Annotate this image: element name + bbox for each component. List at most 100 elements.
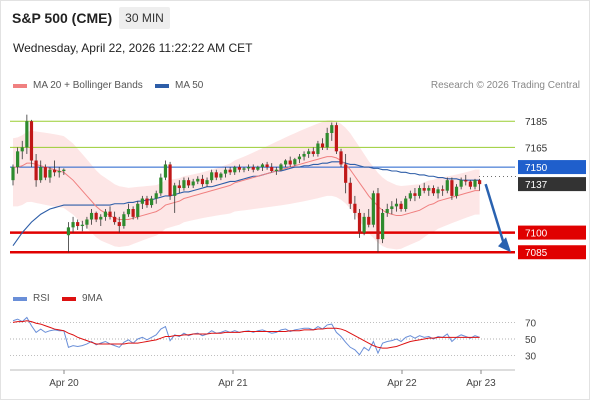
candle-body (43, 167, 47, 178)
rsi-tick-label: 50 (525, 335, 537, 346)
candle-body (376, 193, 380, 240)
candle-body (39, 167, 43, 181)
candle-body (454, 186, 459, 196)
candle-body (404, 198, 408, 209)
legend-ma9-label: 9MA (82, 293, 103, 304)
candle-body (362, 216, 366, 233)
last-price-box (518, 177, 586, 192)
candle-body (108, 211, 112, 217)
candle-body (417, 188, 422, 196)
candle-body (16, 151, 20, 168)
x-tick-label: Apr 21 (218, 378, 248, 389)
ma50-line (12, 161, 480, 247)
support-label-box (518, 245, 586, 260)
candle-body (71, 222, 75, 228)
candle-body (168, 164, 172, 196)
x-axis: Apr 20 Apr 21 Apr 22 Apr 23 (10, 369, 515, 389)
candle-body (390, 206, 394, 209)
candle-body (154, 193, 158, 199)
rsi-tick-label: 30 (525, 352, 537, 363)
candle-body (385, 209, 389, 213)
projection-arrow (484, 183, 511, 253)
candle-body (464, 180, 468, 182)
candle-body (459, 180, 463, 187)
support-label: 7100 (525, 229, 548, 240)
candle-body (89, 212, 94, 220)
candlesticks (11, 114, 482, 253)
key-levels: 7185 7165 7150 7100 7085 7137 (10, 117, 586, 260)
candle-body (288, 160, 292, 165)
candle-body (293, 159, 297, 165)
candle-body (311, 151, 315, 154)
pivot-label: 7150 (525, 163, 548, 174)
candle-body (242, 168, 246, 170)
candle-body (473, 180, 477, 187)
candle-body (237, 167, 241, 170)
support-label-box (518, 225, 586, 240)
candle-body (205, 180, 209, 185)
candle-body (371, 193, 375, 225)
x-tick-label: Apr 20 (49, 378, 79, 389)
candle-body (159, 177, 163, 194)
x-tick-label: Apr 22 (387, 378, 417, 389)
candle-body (80, 224, 84, 227)
last-price-label: 7137 (525, 180, 548, 191)
candle-body (316, 143, 320, 154)
candle-body (34, 160, 38, 181)
candle-body (113, 216, 117, 223)
candle-body (399, 203, 403, 209)
rsi-swatch (13, 296, 27, 301)
candle-body (210, 172, 214, 181)
bollinger-bands (13, 120, 480, 250)
ma9-swatch (62, 296, 76, 301)
candle-body (297, 156, 302, 160)
candle-body (265, 164, 269, 168)
resistance-label: 7165 (525, 143, 548, 154)
candle-body (131, 209, 135, 217)
candle-body (85, 219, 89, 225)
legend-ma50: MA 50 (155, 80, 203, 91)
rsi-line (12, 316, 480, 356)
candle-body (339, 151, 343, 165)
rsi-panel: 70 50 30 (10, 316, 537, 363)
candle-body (186, 180, 191, 186)
candle-body (177, 185, 181, 189)
candle-body (66, 227, 71, 236)
candle-body (468, 181, 472, 187)
candle-body (260, 164, 265, 168)
candle-body (214, 172, 218, 178)
candle-body (62, 169, 66, 171)
candle-body (99, 216, 103, 220)
candle-body (274, 169, 278, 171)
candle-body (182, 180, 186, 189)
candle-body (431, 188, 436, 194)
candle-body (228, 169, 232, 173)
ma20-line (13, 156, 480, 220)
candle-body (219, 173, 223, 178)
candle-body (357, 212, 362, 233)
candle-body (394, 203, 399, 207)
support-label: 7085 (525, 248, 548, 259)
candle-body (11, 167, 15, 181)
candle-body (163, 164, 168, 178)
candle-body (126, 209, 131, 215)
candle-body (136, 203, 140, 217)
legend-ma50-label: MA 50 (175, 80, 204, 91)
projection-arrow-shaft (484, 183, 506, 245)
candle-body (302, 153, 306, 157)
resistance-label: 7185 (525, 117, 548, 128)
legend-ma20: MA 20 + Bollinger Bands (13, 80, 143, 91)
candle-body (367, 216, 371, 225)
candle-body (173, 185, 177, 196)
candle-body (427, 188, 431, 191)
candle-body (353, 203, 357, 213)
candle-body (270, 167, 274, 171)
candle-body (196, 178, 200, 182)
timeframe-badge[interactable]: 30 MIN (119, 7, 170, 29)
candle-body (422, 188, 426, 191)
candle-body (150, 198, 154, 206)
pivot-label-box (518, 160, 586, 175)
legend-ma20-label: MA 20 + Bollinger Bands (33, 80, 143, 91)
candle-body (94, 212, 98, 220)
